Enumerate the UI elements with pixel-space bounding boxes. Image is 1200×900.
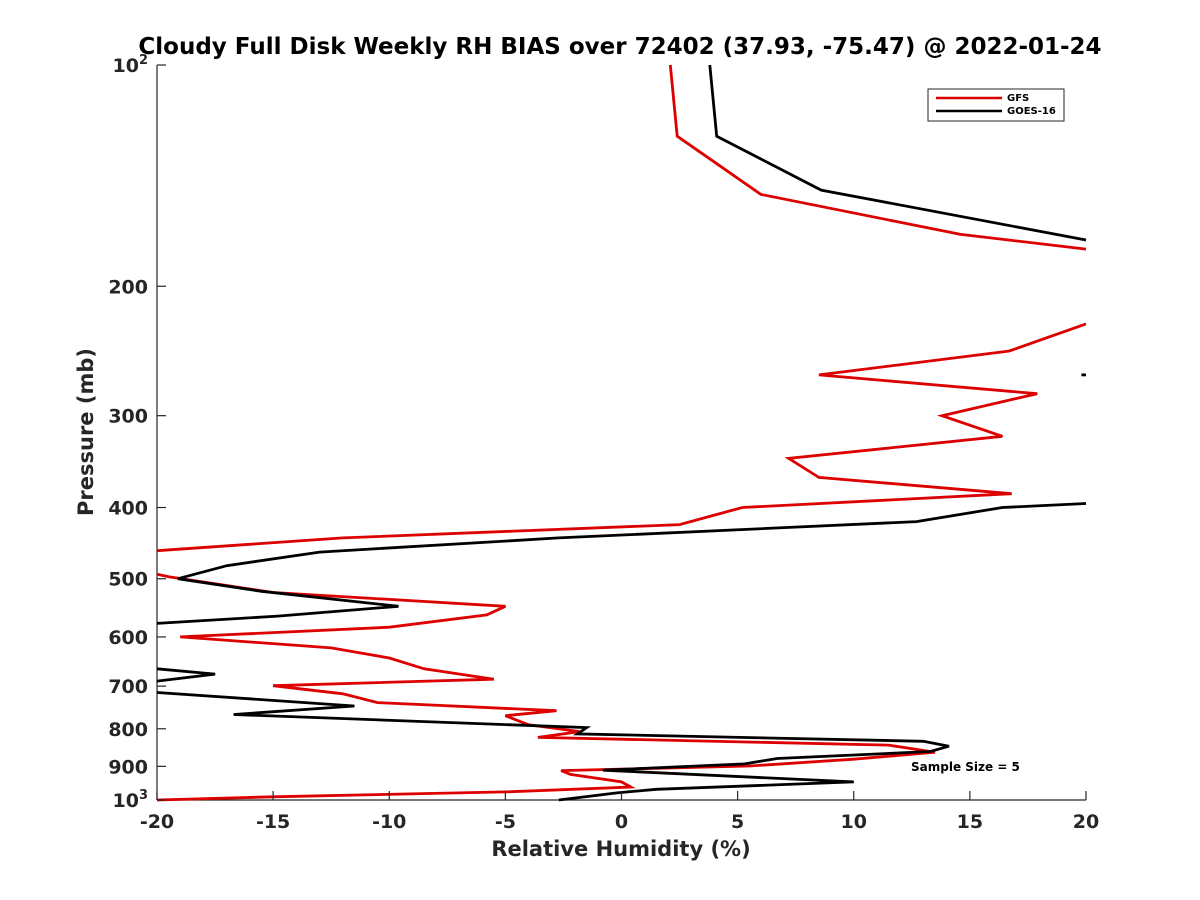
y-tick-label: 500 <box>108 569 148 591</box>
x-ticks: -20 -15 -10 -5 0 5 10 15 20 <box>140 791 1099 833</box>
series-line-gfs <box>668 64 1087 251</box>
x-tick-label: -15 <box>256 811 290 833</box>
series-line-goes16 <box>156 691 950 802</box>
y-tick-exponent: 2 <box>139 53 148 68</box>
sample-size-annotation: Sample Size = 5 <box>911 760 1020 774</box>
y-tick-label: 800 <box>108 719 148 741</box>
y-tick-label: 900 <box>108 756 148 778</box>
series-layer <box>156 64 1087 802</box>
plot-area <box>156 64 1087 802</box>
y-tick-label: 103 <box>113 788 149 812</box>
y-tick-exponent: 3 <box>139 788 148 803</box>
series-goes16 <box>156 64 1087 802</box>
legend-label-goes16: GOES-16 <box>1007 106 1056 117</box>
x-tick-label: 10 <box>841 811 867 833</box>
y-tick-label: 400 <box>108 498 148 520</box>
legend: GFS GOES-16 <box>927 88 1065 122</box>
y-tick-label: 600 <box>108 627 148 649</box>
y-tick-label: 200 <box>108 276 148 298</box>
legend-box <box>927 88 1065 122</box>
y-tick-label: 700 <box>108 676 148 698</box>
chart-title: Cloudy Full Disk Weekly RH BIAS over 724… <box>138 34 1101 60</box>
x-tick-label: 0 <box>615 811 628 833</box>
series-line-goes16 <box>156 667 216 683</box>
series-line-goes16 <box>708 64 1087 242</box>
series-line-gfs <box>156 572 936 802</box>
x-tick-label: -5 <box>495 811 516 833</box>
x-tick-label: -20 <box>140 811 174 833</box>
y-axis-label: Pressure (mb) <box>74 348 98 516</box>
x-tick-label: 15 <box>957 811 983 833</box>
series-line-gfs <box>156 322 1087 553</box>
legend-label-gfs: GFS <box>1007 93 1029 104</box>
series-line-goes16 <box>156 502 1087 625</box>
y-tick-base: 10 <box>113 790 139 812</box>
x-tick-label: -10 <box>372 811 406 833</box>
x-axis-label: Relative Humidity (%) <box>491 837 750 861</box>
series-gfs <box>156 64 1087 802</box>
y-tick-label: 300 <box>108 406 148 428</box>
y-tick-label: 102 <box>113 53 149 77</box>
y-tick-base: 10 <box>113 55 139 77</box>
x-tick-label: 5 <box>731 811 744 833</box>
x-tick-label: 20 <box>1073 811 1099 833</box>
